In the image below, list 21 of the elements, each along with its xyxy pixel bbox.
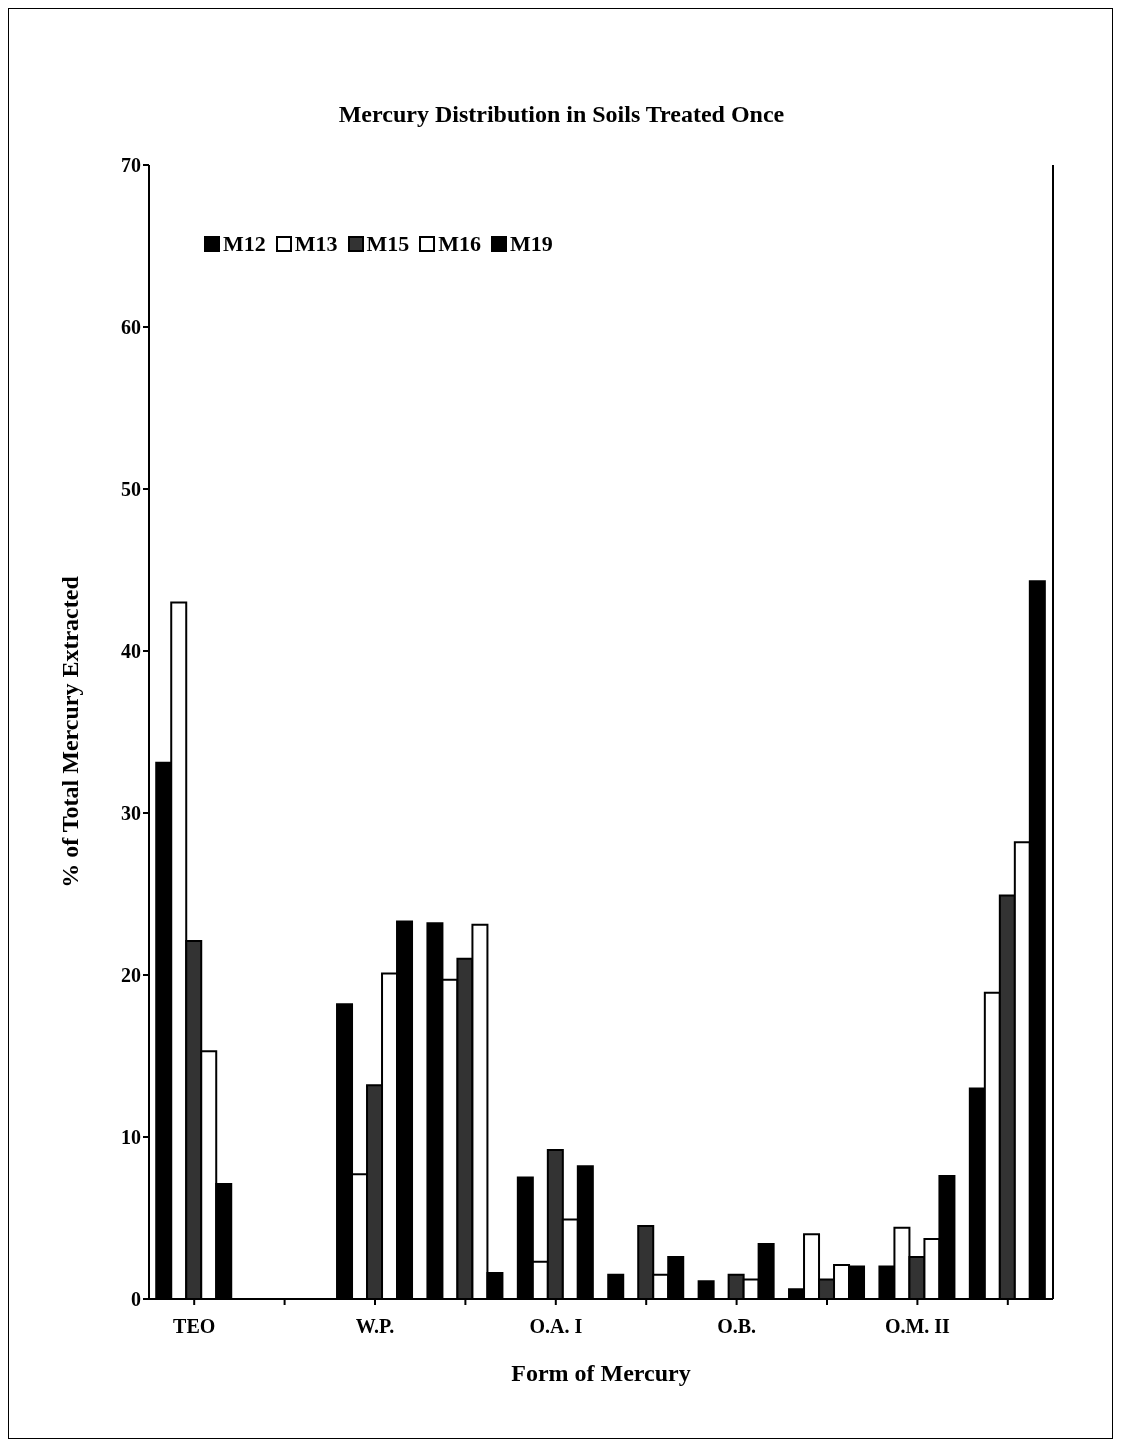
y-tick-label: 20 <box>121 964 141 987</box>
y-tick-label: 0 <box>131 1288 141 1311</box>
x-tick-label: W.P. <box>355 1315 395 1338</box>
x-axis-title: Form of Mercury <box>511 1360 691 1386</box>
legend-label: M15 <box>365 231 410 257</box>
x-tick-label: TEO <box>173 1315 216 1338</box>
legend-label: M16 <box>437 231 482 257</box>
y-axis-title: % of Total Mercury Extracted <box>56 575 83 888</box>
y-tick-label: 60 <box>121 316 141 339</box>
chart-title: Mercury Distribution in Soils Treated Once <box>337 101 786 128</box>
y-tick-label: 50 <box>121 478 141 501</box>
y-tick-label: 30 <box>121 802 141 825</box>
y-tick-label: 70 <box>121 154 141 177</box>
legend-label: M13 <box>293 231 338 257</box>
y-tick-label: 10 <box>121 1126 141 1149</box>
x-tick-label: O.B. <box>717 1315 757 1338</box>
y-tick-label: 40 <box>121 640 141 663</box>
legend-label: M19 <box>509 231 553 257</box>
legend-label: M12 <box>222 231 266 257</box>
x-tick-label: O.A. I <box>529 1315 583 1338</box>
x-tick-label: O.M. II <box>884 1315 951 1338</box>
